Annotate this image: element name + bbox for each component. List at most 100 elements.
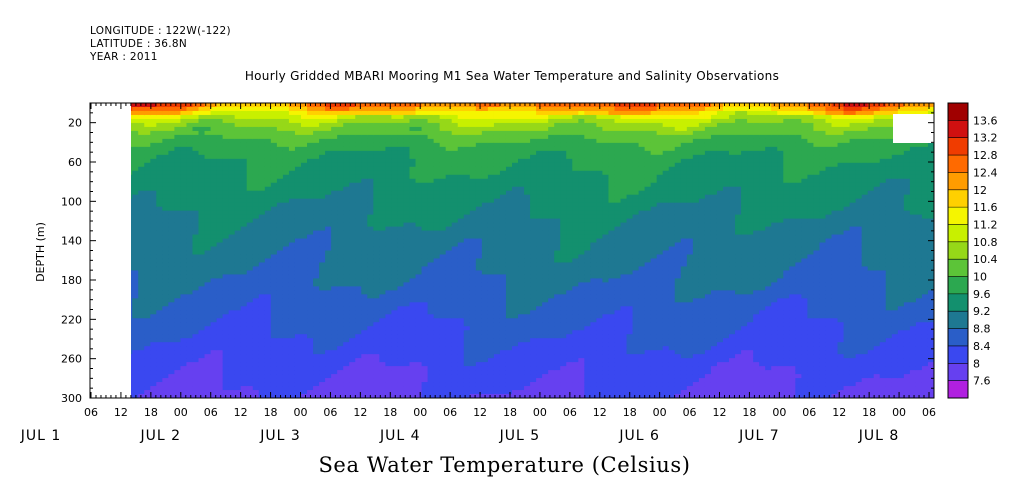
heatmap-cell [421,282,429,287]
heatmap-cell [246,262,254,268]
heatmap-cell [270,222,278,228]
heatmap-cell [138,266,145,272]
heatmap-cell [475,154,483,160]
heatmap-cell [162,270,169,276]
heatmap-cell [222,330,230,335]
heatmap-cell [451,114,459,120]
heatmap-cell [457,230,465,236]
heatmap-cell [385,202,393,208]
heatmap-cell [349,130,356,136]
heatmap-cell [337,162,344,168]
heatmap-cell [421,270,429,276]
heatmap-cell [162,326,169,331]
heatmap-cell [361,266,368,272]
heatmap-cell [138,390,145,395]
heatmap-cell [222,250,230,256]
heatmap-cell [337,218,344,224]
heatmap-cell [487,282,495,287]
heatmap-cell [288,318,296,323]
heatmap-cell [451,362,459,367]
heatmap-cell [451,314,459,319]
heatmap-cell [421,166,429,172]
heatmap-cell [439,234,447,240]
heatmap-cell [294,138,302,144]
heatmap-cell [433,362,441,367]
heatmap-cell [258,110,266,116]
heatmap-cell [445,242,453,248]
heatmap-cell [270,298,278,303]
heatmap-cell [475,314,483,319]
heatmap-cell [204,190,212,196]
heatmap-cell [331,246,338,252]
heatmap-cell [150,242,157,248]
heatmap-cell [397,282,405,287]
heatmap-cell [487,182,495,188]
heatmap-cell [282,338,290,343]
heatmap-cell [204,106,212,112]
heatmap-cell [234,206,242,212]
heatmap-cell [162,290,169,295]
heatmap-cell [391,346,399,351]
heatmap-cell [288,130,296,136]
heatmap-cell [234,258,242,264]
heatmap-cell [192,370,200,375]
heatmap-cell [144,362,151,367]
heatmap-cell [180,338,188,343]
heatmap-cell [301,182,308,188]
heatmap-cell [397,254,405,260]
heatmap-cell [385,390,393,395]
heatmap-cell [337,198,344,204]
heatmap-cell [138,374,145,379]
heatmap-cell [313,190,320,196]
heatmap-cell [403,326,411,331]
heatmap-cell [361,103,368,108]
heatmap-cell [198,226,206,232]
heatmap-cell [180,126,188,132]
heatmap-cell [439,386,447,391]
heatmap-cell [144,290,151,295]
heatmap-cell [240,198,248,204]
heatmap-cell [325,142,332,148]
heatmap-cell [361,162,368,168]
heatmap-cell [343,258,350,264]
heatmap-cell [415,338,423,343]
heatmap-cell [433,378,441,383]
heatmap-cell [198,362,206,367]
heatmap-cell [385,246,393,252]
heatmap-cell [240,142,248,148]
heatmap-cell [156,258,163,264]
heatmap-cell [313,134,320,140]
heatmap-cell [409,222,417,228]
heatmap-cell [487,274,495,280]
heatmap-cell [451,250,459,256]
heatmap-cell [361,198,368,204]
heatmap-cell [433,238,441,244]
heatmap-cell [427,222,435,228]
heatmap-cell [180,382,188,387]
heatmap-cell [162,350,169,355]
heatmap-cell [475,266,483,272]
heatmap-cell [168,366,175,371]
heatmap-cell [162,126,169,132]
heatmap-cell [487,234,495,240]
heatmap-cell [162,362,169,367]
heatmap-cell [186,214,194,220]
heatmap-cell [204,226,212,232]
heatmap-cell [403,182,411,188]
heatmap-cell [276,358,284,363]
heatmap-cell [463,366,471,371]
heatmap-cell [487,358,495,363]
heatmap-cell [319,198,326,204]
heatmap-cell [337,258,344,264]
heatmap-cell [228,286,236,291]
heatmap-cell [294,298,302,303]
heatmap-cell [469,306,477,311]
heatmap-cell [216,122,224,128]
heatmap-cell [379,158,386,164]
heatmap-cell [216,310,224,315]
heatmap-cell [325,186,332,192]
heatmap-cell [367,330,374,335]
heatmap-cell [349,270,356,276]
heatmap-cell [234,110,242,116]
heatmap-cell [385,206,393,212]
